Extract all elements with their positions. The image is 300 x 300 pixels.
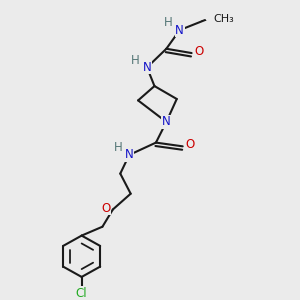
Text: Cl: Cl (76, 286, 88, 299)
Text: CH₃: CH₃ (213, 14, 234, 24)
Text: O: O (194, 45, 203, 58)
Text: N: N (143, 61, 152, 74)
Text: H: H (113, 141, 122, 154)
Text: N: N (175, 24, 184, 37)
Text: N: N (125, 148, 134, 161)
Text: H: H (164, 16, 173, 28)
Text: O: O (101, 202, 110, 214)
Text: O: O (185, 138, 194, 152)
Text: –: – (201, 14, 206, 26)
Text: H: H (131, 54, 140, 67)
Text: N: N (162, 116, 171, 128)
